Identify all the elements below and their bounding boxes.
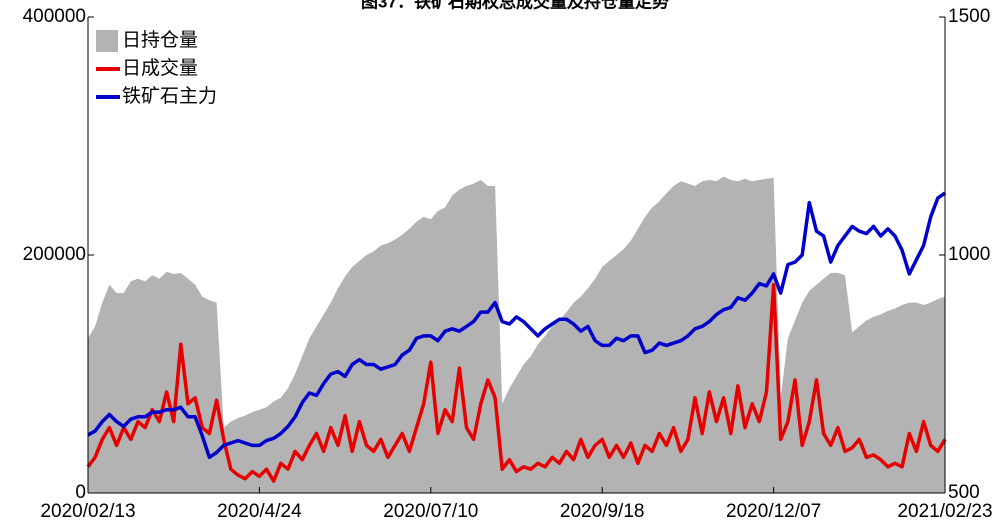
x-tick-label: 2020/4/24 (217, 501, 302, 522)
y2-tick-label: 500 (948, 482, 980, 503)
x-tick-label: 2020/07/10 (383, 501, 478, 522)
x-tick-label: 2020/02/13 (40, 501, 135, 522)
y-tick-label: 400000 (23, 6, 86, 27)
legend-label: 日持仓量 (122, 29, 198, 51)
y2-tick-label: 1000 (948, 244, 990, 265)
x-tick-label: 2021/02/23 (897, 501, 992, 522)
y-tick-label: 0 (75, 482, 86, 503)
x-tick-label: 2020/12/07 (726, 501, 821, 522)
x-tick-label: 2020/9/18 (560, 501, 645, 522)
y-tick-label: 200000 (23, 244, 86, 265)
line (86, 283, 947, 483)
y2-tick-label: 1500 (948, 6, 990, 27)
legend-swatch (96, 30, 118, 52)
line (87, 191, 946, 460)
legend-label: 铁矿石主力 (122, 85, 217, 107)
legend-label: 日成交量 (122, 57, 198, 79)
chart-title: 图37：铁矿石期权总成交量及持仓量走势 (361, 0, 669, 11)
area (88, 176, 945, 493)
